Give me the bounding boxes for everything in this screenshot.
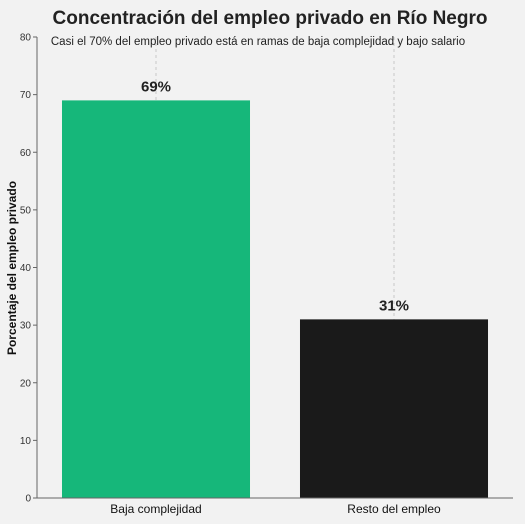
y-tick-label: 40 [20,263,32,274]
y-tick-label: 10 [20,436,32,447]
y-tick-label: 80 [20,33,32,44]
x-axis-labels: Baja complejidad Resto del empleo [110,502,441,516]
bar-2 [299,319,489,498]
y-axis-ticks: 0 10 20 30 40 50 60 70 80 [20,33,37,505]
data-label: 31% [379,297,409,314]
x-tick-label: Baja complejidad [110,502,201,516]
y-tick-label: 50 [20,205,32,216]
data-labels: 69% 31% [141,78,409,314]
bars [61,100,489,498]
y-tick-label: 70 [20,90,32,101]
chart-title: Concentración del empleo privado en Río … [53,8,488,29]
bar-1 [61,100,251,498]
y-tick-label: 20 [20,378,32,389]
chart-subtitle: Casi el 70% del empleo privado está en r… [51,36,465,48]
data-label: 69% [141,78,171,95]
x-tick-label: Resto del empleo [347,502,441,516]
y-axis-label: Porcentaje del empleo privado [5,181,19,355]
y-tick-label: 60 [20,148,32,159]
y-tick-label: 30 [20,321,32,332]
y-tick-label: 0 [25,494,31,505]
